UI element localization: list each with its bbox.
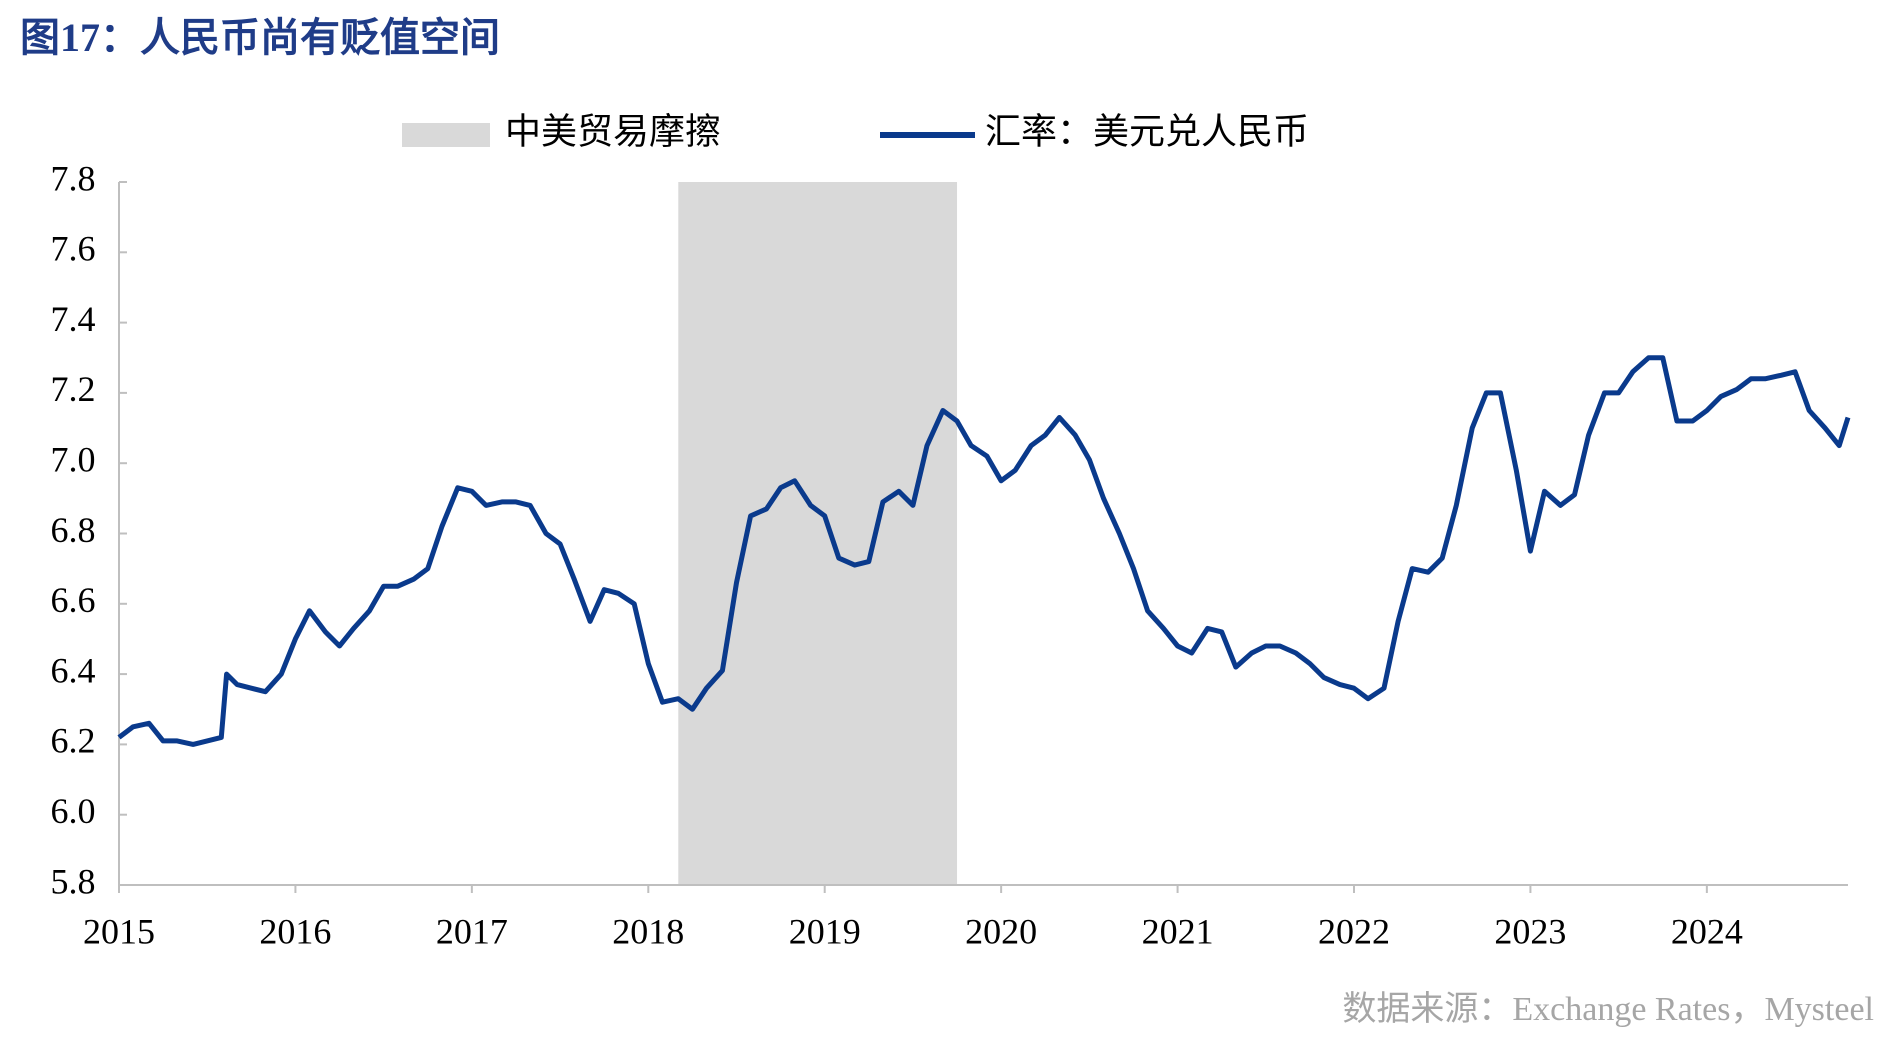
y-tick-label: 7.2 (51, 369, 96, 409)
x-tick-label: 2015 (83, 911, 155, 951)
x-tick-label: 2020 (965, 911, 1037, 951)
x-tick-label: 2016 (259, 911, 331, 951)
legend-swatch (402, 123, 490, 147)
y-tick-label: 6.6 (51, 580, 96, 620)
series-line (117, 355, 1851, 747)
x-tick-label: 2021 (1142, 911, 1214, 951)
x-tick-label: 2019 (789, 911, 861, 951)
y-tick-label: 7.8 (51, 158, 96, 198)
y-tick-label: 6.8 (51, 510, 96, 550)
x-tick-label: 2017 (436, 911, 508, 951)
legend-label: 汇率：美元兑人民币 (985, 111, 1309, 151)
x-tick-label: 2018 (612, 911, 684, 951)
legend-label: 中美贸易摩擦 (505, 111, 721, 151)
y-tick-label: 7.0 (51, 439, 96, 479)
y-tick-label: 6.4 (51, 650, 96, 690)
y-tick-label: 6.2 (51, 721, 96, 761)
source-note: 数据来源：Exchange Rates，Mysteel (1342, 990, 1874, 1028)
y-tick-label: 7.4 (51, 299, 96, 339)
y-tick-label: 5.8 (51, 861, 96, 901)
x-tick-label: 2022 (1318, 911, 1390, 951)
y-tick-label: 6.0 (51, 791, 96, 831)
chart-title: 图17：人民币尚有贬值空间 (20, 15, 500, 60)
y-tick-label: 7.6 (51, 229, 96, 269)
shade-region (678, 182, 958, 885)
x-tick-label: 2023 (1494, 911, 1566, 951)
x-tick-label: 2024 (1671, 911, 1743, 951)
